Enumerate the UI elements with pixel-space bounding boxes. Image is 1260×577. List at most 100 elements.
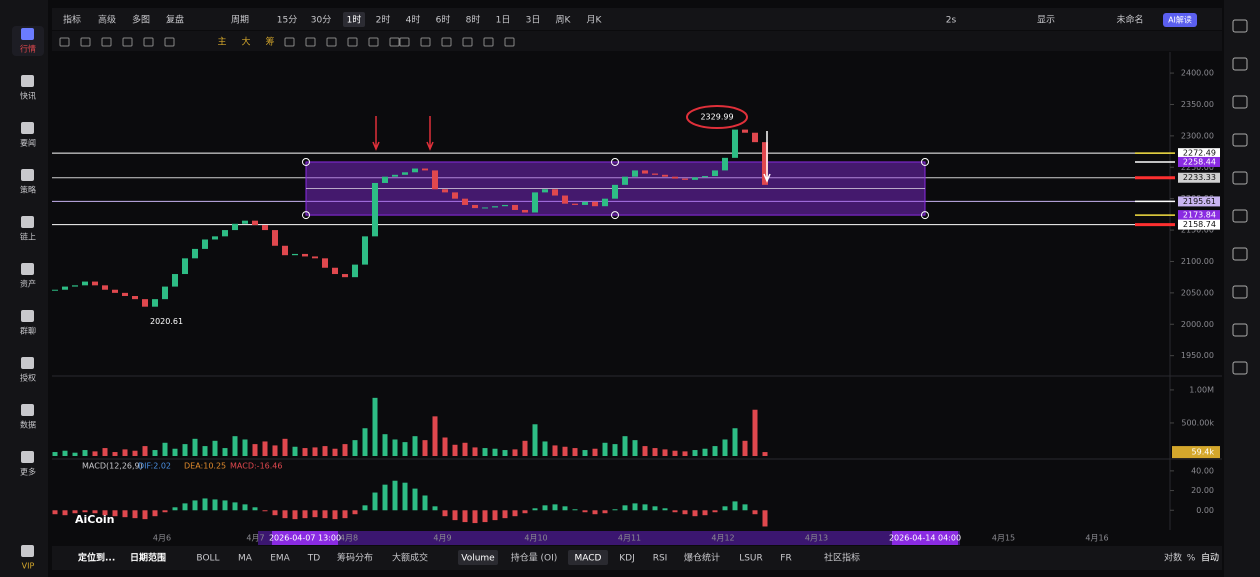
nav-label[interactable]: 授权 [20, 373, 36, 383]
toolbar-item[interactable]: AI解读 [1168, 15, 1192, 25]
tool-icon[interactable] [122, 37, 133, 47]
tool-icon[interactable] [504, 37, 515, 47]
nav-label[interactable]: 快讯 [20, 91, 36, 101]
bottom-tab[interactable]: 爆仓统计 [684, 552, 720, 564]
tool-icon[interactable] [389, 37, 400, 47]
tool-icon[interactable] [59, 37, 70, 47]
tool-icon[interactable] [347, 37, 358, 47]
scale-option[interactable]: % [1187, 554, 1196, 564]
bottom-tab[interactable]: MA [238, 554, 253, 564]
handle[interactable] [611, 157, 619, 166]
nav-label[interactable]: 策略 [20, 185, 36, 195]
toolbar-item[interactable]: 3日 [526, 15, 541, 26]
toolbar-item[interactable]: 高级 [98, 14, 116, 26]
nav-icon[interactable] [21, 404, 34, 416]
tool-icon[interactable] [305, 37, 316, 47]
bottom-tab[interactable]: LSUR [739, 554, 763, 564]
nav-icon[interactable] [21, 75, 34, 87]
bottom-tab[interactable]: RSI [653, 554, 668, 564]
nav-icon[interactable] [21, 263, 34, 275]
right-tool[interactable] [1232, 285, 1248, 299]
bottom-tab[interactable]: 持仓量 (OI) [511, 552, 558, 564]
bottom-tab[interactable]: TD [307, 554, 320, 564]
right-tool[interactable] [1232, 133, 1248, 147]
right-tool[interactable] [1232, 95, 1248, 109]
nav-label[interactable]: 群聊 [20, 326, 36, 336]
right-tool[interactable] [1232, 171, 1248, 185]
toolbar-item[interactable]: 15分 [277, 15, 297, 26]
nav-label[interactable]: 更多 [20, 467, 36, 477]
toolbar-item[interactable]: 1日 [496, 15, 511, 26]
bottom-tab[interactable]: Volume [461, 554, 495, 564]
right-tool[interactable] [1232, 323, 1248, 337]
toolbar-item[interactable]: 多图 [132, 14, 150, 26]
toolbar-item[interactable]: 未命名 [1116, 14, 1143, 26]
handle[interactable] [302, 211, 310, 220]
nav-label[interactable]: 要闻 [20, 139, 36, 148]
draw-tool[interactable]: 主 [217, 36, 226, 48]
handle[interactable] [302, 157, 310, 166]
nav-label[interactable]: 数据 [20, 420, 36, 430]
tool-icon[interactable] [368, 37, 379, 47]
nav-label[interactable]: VIP [22, 562, 35, 571]
right-tool[interactable] [1232, 247, 1248, 261]
toolbar-item[interactable]: 周期 [231, 15, 249, 26]
bottom-tab[interactable]: MACD [575, 554, 602, 564]
tool-icon[interactable] [143, 37, 154, 47]
draw-tool[interactable]: 大 [241, 36, 250, 48]
tool-icon[interactable] [101, 37, 112, 47]
nav-icon[interactable] [21, 169, 34, 181]
tool-icon[interactable] [420, 37, 431, 47]
toolbar-item[interactable]: 周K [556, 15, 572, 26]
handle[interactable] [921, 211, 929, 220]
scale-option[interactable]: 对数 [1164, 552, 1182, 564]
tool-icon[interactable] [284, 37, 295, 47]
bottom-tab[interactable]: 筹码分布 [337, 552, 373, 564]
toolbar-item[interactable]: 4时 [406, 14, 421, 26]
bottom-tab[interactable]: 大额成交 [392, 552, 428, 564]
right-tool[interactable] [1232, 57, 1248, 71]
toolbar-item[interactable]: 月K [587, 15, 603, 26]
tool-icon[interactable] [483, 37, 494, 47]
toolbar-item[interactable]: 显示 [1037, 15, 1055, 26]
toolbar-item[interactable]: 指标 [63, 14, 81, 26]
tool-icon[interactable] [462, 37, 473, 47]
draw-tool[interactable]: 筹 [265, 36, 274, 48]
tool-icon[interactable] [80, 37, 91, 47]
scale-option[interactable]: 自动 [1201, 552, 1219, 564]
toolbar-item[interactable]: 2s [946, 16, 957, 26]
bottom-control[interactable]: 定位到... [77, 552, 115, 564]
tool-icon[interactable] [399, 37, 410, 47]
bottom-tab[interactable]: BOLL [196, 554, 219, 564]
right-tool[interactable] [1232, 361, 1248, 375]
tool-icon[interactable] [164, 37, 175, 47]
bottom-tab[interactable]: 社区指标 [824, 552, 860, 564]
tool-icon[interactable] [441, 37, 452, 47]
toolbar-item[interactable]: 30分 [311, 15, 331, 26]
nav-icon[interactable] [21, 357, 34, 369]
nav-icon[interactable] [21, 122, 34, 134]
nav-label[interactable]: 链上 [20, 232, 36, 242]
toolbar-item[interactable]: 2时 [376, 14, 391, 26]
bottom-control[interactable]: 日期范围 [130, 552, 166, 564]
nav-icon[interactable] [21, 545, 34, 557]
bottom-tab[interactable]: KDJ [619, 554, 635, 564]
tool-icon[interactable] [326, 37, 337, 47]
toolbar-item[interactable]: 复盘 [166, 14, 184, 26]
bottom-tab[interactable]: EMA [270, 554, 290, 564]
handle[interactable] [921, 157, 929, 166]
toolbar-item[interactable]: 1时 [347, 14, 362, 26]
ai-button[interactable] [1163, 13, 1197, 27]
nav-icon[interactable] [21, 451, 34, 463]
nav-label[interactable]: 资产 [20, 279, 36, 289]
toolbar-item[interactable]: 8时 [466, 14, 481, 26]
nav-label[interactable]: 行情 [20, 44, 36, 54]
right-tool[interactable] [1232, 19, 1248, 33]
bottom-tab[interactable]: FR [780, 554, 791, 564]
right-tool[interactable] [1232, 209, 1248, 223]
nav-icon[interactable] [21, 310, 34, 322]
toolbar-item[interactable]: 6时 [436, 14, 451, 26]
nav-icon[interactable] [21, 216, 34, 228]
handle[interactable] [611, 211, 619, 220]
nav-icon[interactable] [21, 28, 34, 40]
